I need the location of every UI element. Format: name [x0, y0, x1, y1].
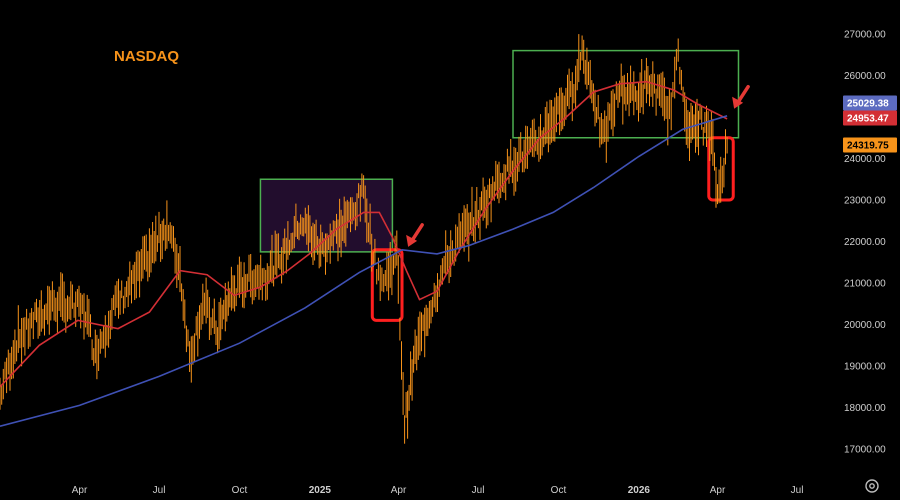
x-tick-label: Apr [72, 485, 88, 496]
y-tick-label: 24000.00 [844, 154, 886, 165]
x-tick-label: Apr [710, 485, 726, 496]
y-tick-label: 27000.00 [844, 30, 886, 41]
last-value-text: 24953.47 [847, 114, 889, 125]
y-tick-label: 20000.00 [844, 320, 886, 331]
highlight-box [370, 248, 404, 322]
x-tick-label: 2025 [309, 485, 332, 496]
last-value-bg [843, 110, 897, 126]
arrow-head [732, 96, 744, 109]
x-tick-label: Oct [551, 485, 567, 496]
last-value-label: 25029.38 [843, 95, 897, 111]
x-tick-label: Jul [472, 485, 485, 496]
x-tick-label: Oct [232, 485, 248, 496]
last-value-text: 25029.38 [847, 99, 889, 110]
x-tick-label: Jul [153, 485, 166, 496]
series-line-ma_long [0, 115, 728, 427]
y-tick-label: 23000.00 [844, 196, 886, 207]
x-tick-label: 2026 [628, 485, 651, 496]
series-ma_long [0, 115, 728, 427]
x-tick-label: Jul [791, 485, 804, 496]
last-value-bg [843, 95, 897, 111]
y-tick-label: 26000.00 [844, 71, 886, 82]
last-value-label: 24319.75 [843, 137, 897, 153]
last-value-text: 24319.75 [847, 141, 889, 152]
chart-title: NASDAQ [114, 48, 180, 65]
gear-icon[interactable] [864, 478, 880, 494]
y-tick-label: 17000.00 [844, 445, 886, 456]
y-tick-label: 18000.00 [844, 403, 886, 414]
series-ma_short [0, 80, 728, 388]
arrow-head [406, 234, 418, 247]
series-line-ma_short [0, 80, 728, 388]
x-tick-label: Apr [391, 485, 407, 496]
y-tick-label: 19000.00 [844, 362, 886, 373]
last-value-bg [843, 137, 897, 153]
annotation-arrow [732, 84, 750, 109]
range-box [259, 178, 394, 253]
annotation-arrow [406, 223, 424, 247]
y-tick-label: 21000.00 [844, 279, 886, 290]
range-box [512, 49, 740, 139]
y-tick-label: 22000.00 [844, 237, 886, 248]
last-value-label: 24953.47 [843, 110, 897, 126]
